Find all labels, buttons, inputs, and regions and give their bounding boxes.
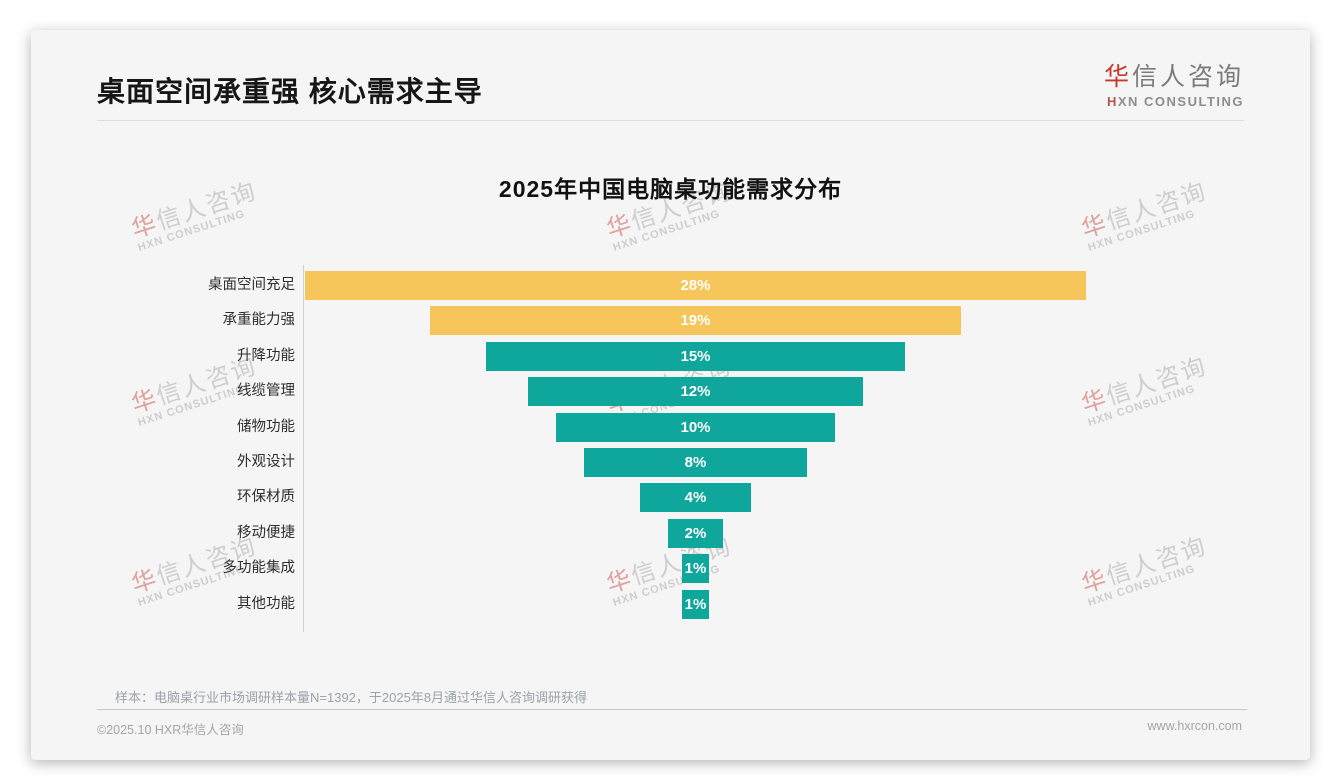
footer-divider (97, 709, 1247, 710)
funnel-bar-2: 19% (430, 306, 961, 336)
value-label: 1% (684, 595, 707, 613)
category-label: 外观设计 (237, 454, 295, 470)
value-label: 19% (680, 312, 711, 330)
category-label: 储物功能 (237, 418, 295, 435)
page-footer: ©2025.10 HXR华信人咨询 www.hxrcon.com (97, 719, 1242, 738)
funnel-row: 线缆管理 12% (31, 377, 1310, 407)
category-label: 环保材质 (237, 489, 295, 506)
logo-en-rest: XN CONSULTING (1117, 94, 1244, 109)
chart-title: 2025年中国电脑桌功能需求分布 (498, 176, 843, 202)
category-label: 桌面空间充足 (208, 277, 295, 293)
category-label: 升降功能 (237, 347, 295, 364)
logo-rest-chars: 信人咨询 (1131, 63, 1244, 91)
value-label: 28% (680, 277, 711, 294)
funnel-row: 环保材质 4% (31, 483, 1310, 513)
category-label: 移动便捷 (237, 524, 295, 541)
funnel-row: 外观设计 8% (31, 448, 1310, 477)
copyright-text: ©2025.10 HXR华信人咨询 (97, 723, 244, 737)
funnel-bar-5: 10% (556, 412, 835, 442)
funnel-row: 桌面空间充足 28% (31, 271, 1310, 300)
y-axis-line (303, 265, 304, 632)
funnel-bar-4: 12% (528, 377, 863, 407)
funnel-row: 储物功能 10% (31, 412, 1310, 442)
funnel-bar-3: 15% (486, 341, 905, 371)
category-label: 承重能力强 (222, 312, 296, 329)
funnel-bar-9: 1% (681, 554, 710, 584)
funnel-row: 多功能集成 1% (31, 554, 1310, 584)
funnel-chart: 桌面空间充足 28% 承重能力强 19% 升降功能 15% 线缆管理 12% 储物功能 10% 外观… (31, 265, 1310, 632)
logo-accent-char: 华 (1103, 63, 1132, 91)
sample-note: 样本：电脑桌行业市场调研样本量N=1392，于2025年8月通过华信人咨询调研获… (115, 690, 588, 705)
value-label: 8% (684, 454, 707, 471)
category-label: 线缆管理 (237, 383, 295, 400)
funnel-row: 升降功能 15% (31, 341, 1310, 371)
company-logo: 华信人咨询 HXN CONSULTING (1104, 57, 1244, 109)
funnel-bar-7: 4% (639, 483, 752, 513)
value-label: 2% (684, 524, 707, 542)
funnel-bar-8: 2% (667, 518, 724, 548)
funnel-row: 移动便捷 2% (31, 518, 1310, 548)
category-label: 其他功能 (237, 595, 295, 612)
funnel-bar-6: 8% (583, 448, 808, 477)
logo-chinese-text: 华信人咨询 (1104, 57, 1244, 93)
value-label: 15% (680, 347, 711, 365)
page-title: 桌面空间承重强 核心需求主导 (97, 76, 483, 107)
value-label: 10% (680, 418, 711, 436)
funnel-bar-1: 28% (304, 271, 1087, 300)
funnel-bar-10: 1% (681, 589, 710, 619)
header-divider (97, 120, 1244, 121)
logo-english-text: HXN CONSULTING (1104, 94, 1244, 109)
logo-en-accent: H (1106, 94, 1118, 109)
value-label: 12% (680, 383, 711, 401)
funnel-row: 承重能力强 19% (31, 306, 1310, 336)
value-label: 4% (684, 489, 707, 507)
category-label: 多功能集成 (222, 560, 296, 577)
website-url[interactable]: www.hxrcon.com (1147, 719, 1242, 733)
funnel-row: 其他功能 1% (31, 589, 1310, 619)
report-card: 华信人咨询 HXN CONSULTING 华信人咨询 HXN CONSULTING 华信… (31, 30, 1310, 760)
value-label: 1% (684, 560, 707, 578)
